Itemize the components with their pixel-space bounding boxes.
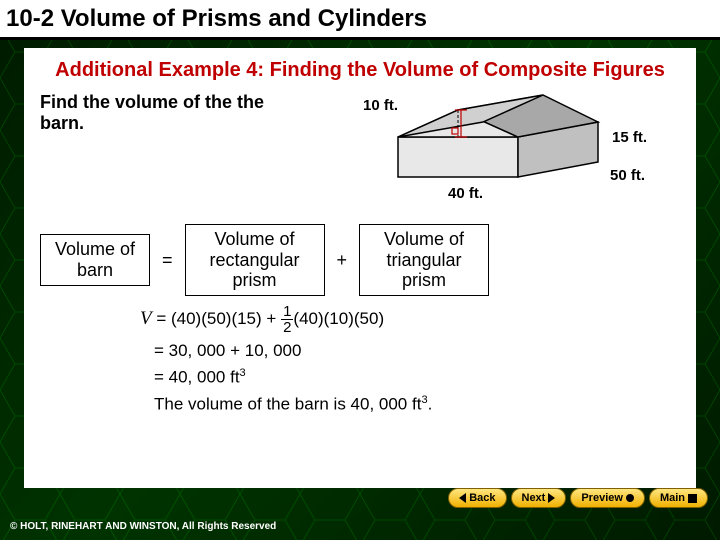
main-button[interactable]: Main (649, 488, 708, 508)
next-arrow-icon (548, 493, 555, 503)
dim-label-br: 50 ft. (610, 167, 645, 184)
lesson-header: 10-2 Volume of Prisms and Cylinders (0, 0, 720, 40)
problem-prompt: Find the volume of the the barn. (40, 92, 290, 134)
copyright-text: © HOLT, RINEHART AND WINSTON, All Rights… (0, 521, 276, 532)
barn-diagram: 10 ft. 15 ft. 50 ft. 40 ft. (348, 92, 678, 202)
next-label: Next (522, 492, 546, 504)
preview-label: Preview (581, 492, 623, 504)
dim-label-bottom: 40 ft. (448, 185, 483, 202)
next-button[interactable]: Next (511, 488, 567, 508)
calc-line-3: = 40, 000 ft3 (154, 367, 680, 388)
back-arrow-icon (459, 493, 466, 503)
footer: © HOLT, RINEHART AND WINSTON, All Rights… (0, 512, 720, 540)
dim-label-top: 10 ft. (363, 97, 398, 114)
preview-dot-icon (626, 494, 634, 502)
equation-area: Volume of barn = Volume of rectangular p… (40, 224, 680, 414)
volume-barn-box: Volume of barn (40, 234, 150, 285)
main-label: Main (660, 492, 685, 504)
dim-label-right: 15 ft. (612, 129, 647, 146)
plus-sign: + (325, 250, 360, 271)
equation-row: Volume of barn = Volume of rectangular p… (40, 224, 680, 296)
variable-v: V (140, 308, 152, 329)
back-label: Back (469, 492, 495, 504)
calc-line-1: V = (40)(50)(15) + 12(40)(10)(50) (140, 304, 680, 335)
calc-line-2: = 30, 000 + 10, 000 (154, 341, 680, 361)
tri-prism-box: Volume of triangular prism (359, 224, 489, 296)
main-square-icon (688, 494, 697, 503)
conclusion: The volume of the barn is 40, 000 ft3. (154, 394, 680, 415)
fraction-half: 12 (281, 304, 293, 335)
preview-button[interactable]: Preview (570, 488, 645, 508)
lesson-title: 10-2 Volume of Prisms and Cylinders (6, 5, 427, 33)
back-button[interactable]: Back (448, 488, 506, 508)
equals-sign: = (150, 250, 185, 271)
rect-prism-box: Volume of rectangular prism (185, 224, 325, 296)
nav-button-bar: Back Next Preview Main (448, 488, 708, 508)
example-title: Additional Example 4: Finding the Volume… (40, 58, 680, 82)
slide-content: Additional Example 4: Finding the Volume… (24, 48, 696, 488)
